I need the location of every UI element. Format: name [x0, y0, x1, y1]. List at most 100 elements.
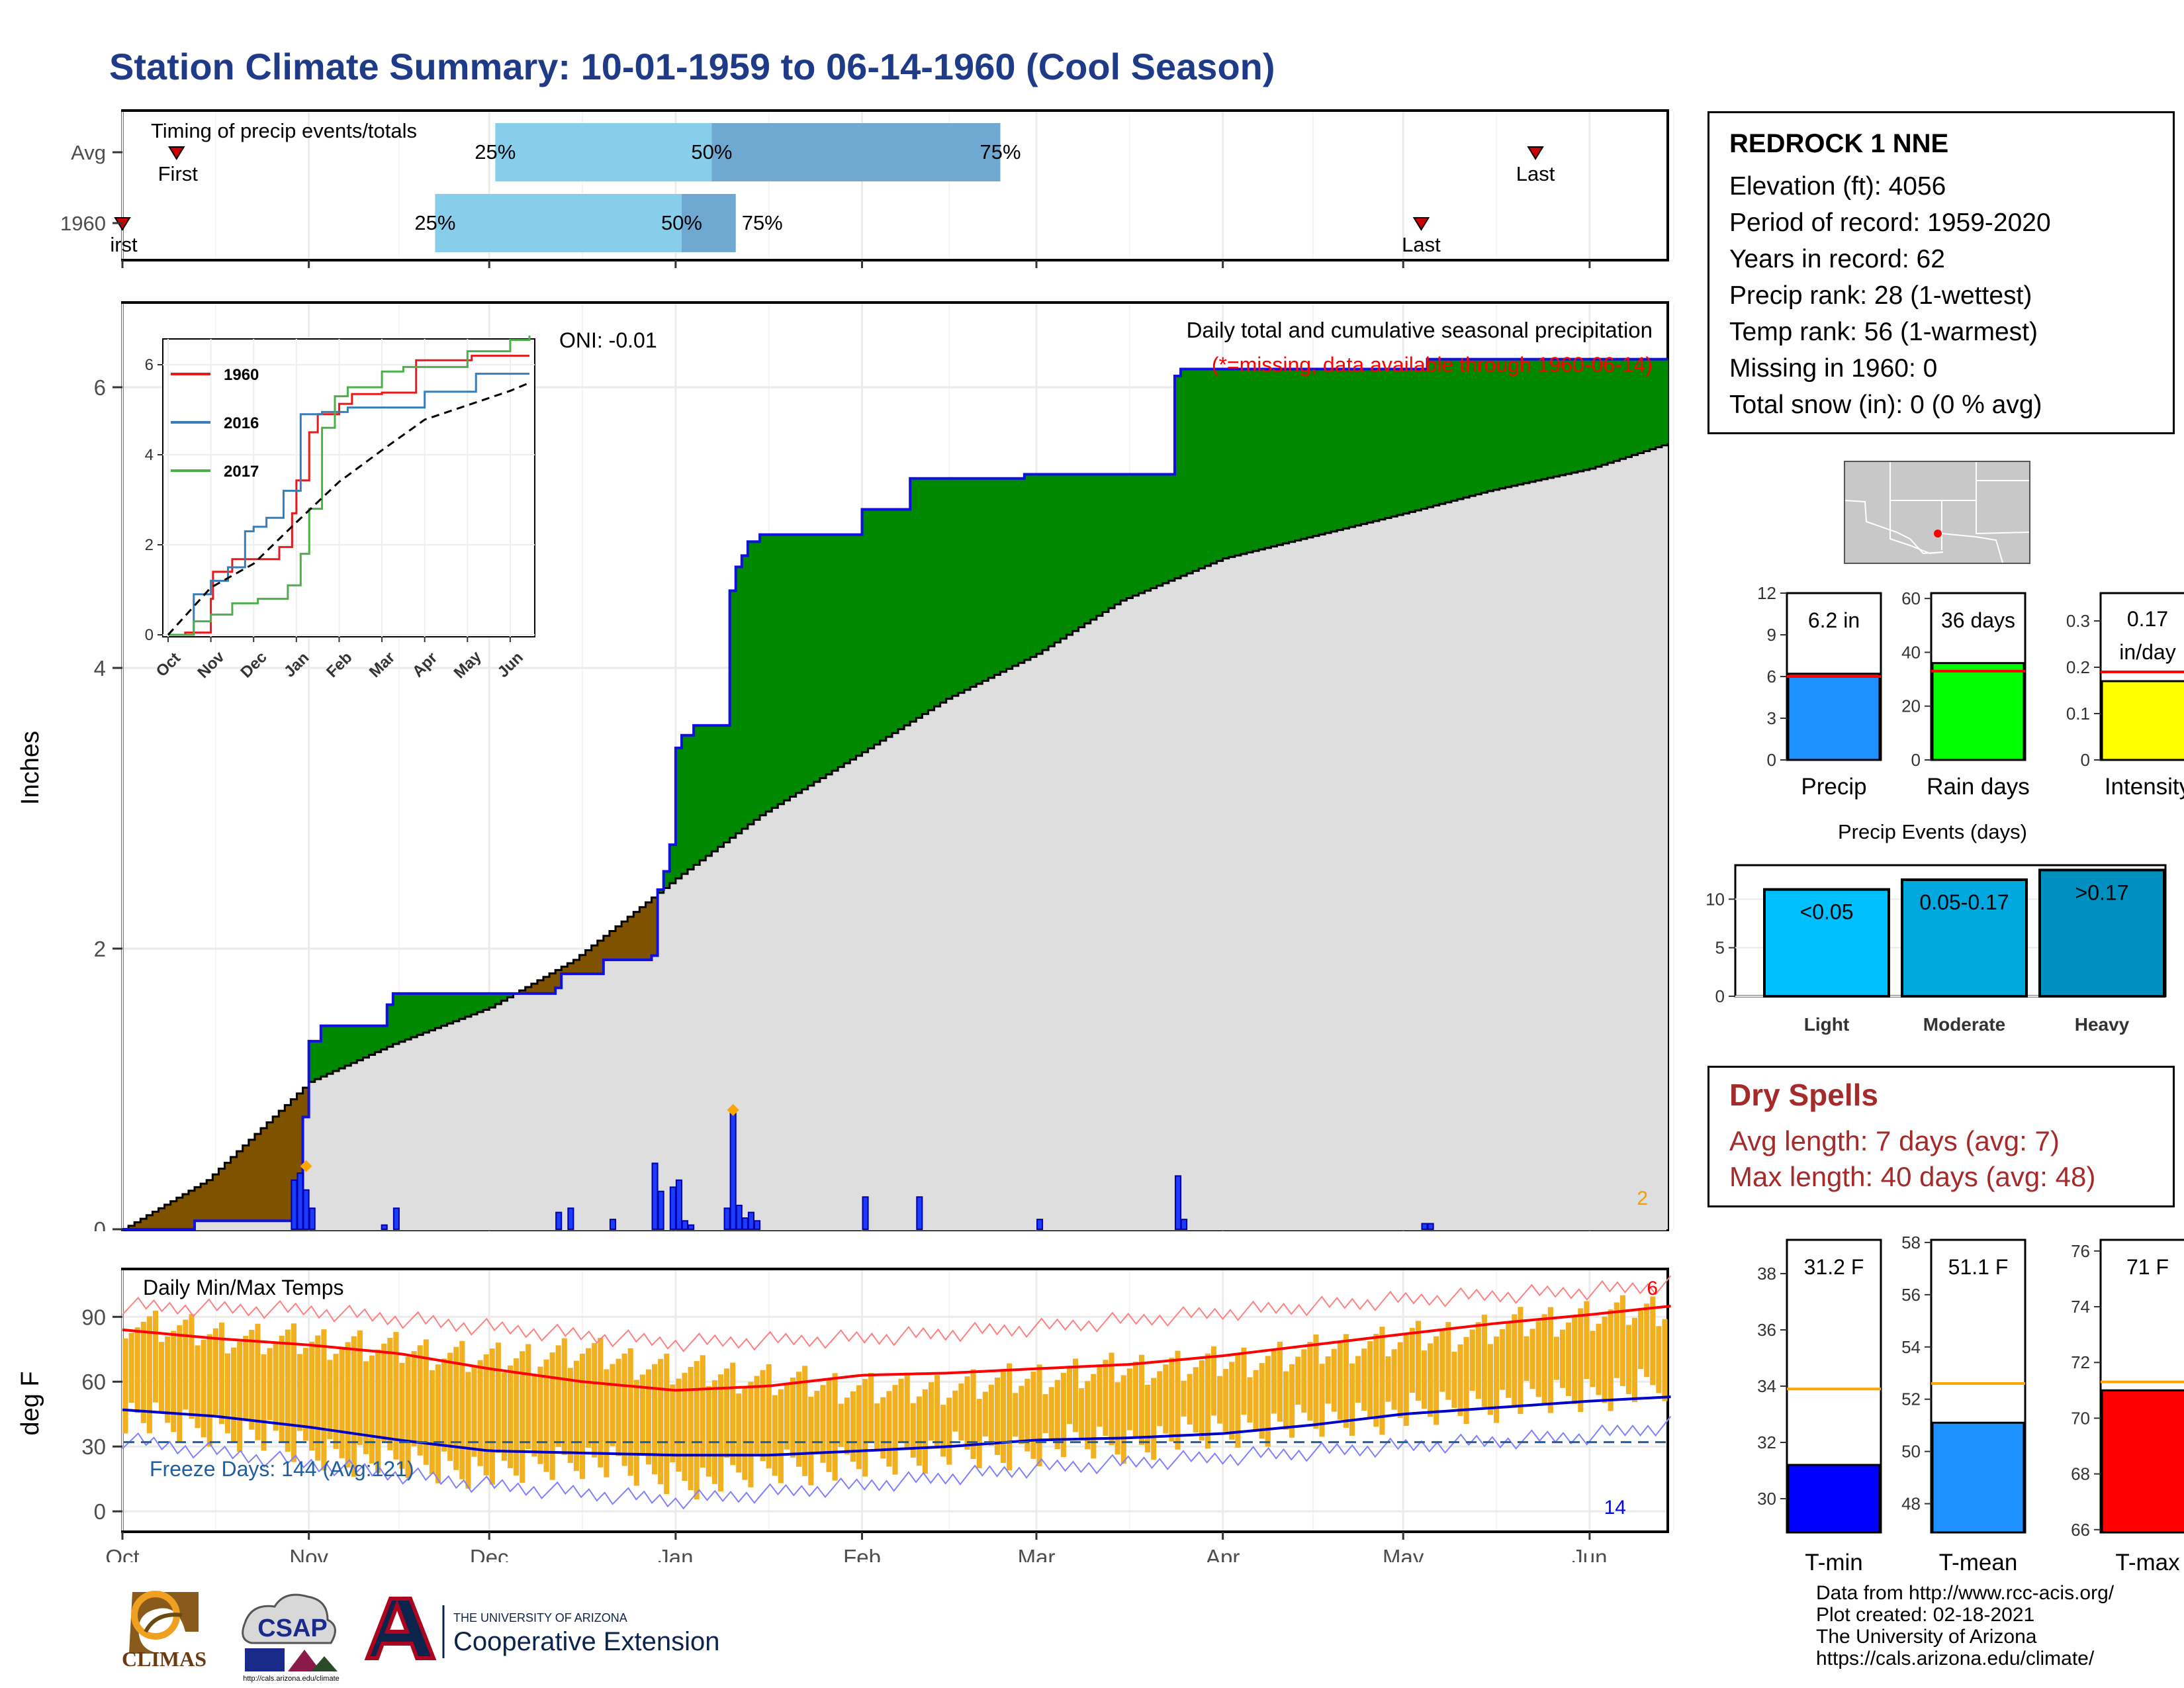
- daily-temp-bar: [1247, 1377, 1253, 1423]
- timing-row-label: 1960: [60, 212, 106, 235]
- above-normal-segment: [1000, 478, 1007, 672]
- above-normal-segment: [1397, 369, 1404, 516]
- daily-temp-bar: [814, 1391, 820, 1454]
- above-normal-segment: [1144, 474, 1152, 591]
- below-normal-segment: [633, 912, 640, 960]
- daily-temp-bar: [639, 1374, 645, 1455]
- above-normal-segment: [844, 534, 850, 764]
- above-normal-segment: [381, 1025, 388, 1050]
- above-normal-segment: [1553, 359, 1561, 477]
- above-normal-segment: [1012, 478, 1019, 666]
- above-normal-segment: [976, 478, 983, 684]
- above-normal-segment: [1529, 359, 1536, 482]
- station-name: REDROCK 1 NNE: [1729, 129, 1949, 158]
- above-normal-segment: [813, 534, 821, 782]
- daily-temp-bar: [1217, 1376, 1223, 1424]
- daily-temp-bar: [958, 1383, 964, 1440]
- daily-temp-bar: [790, 1377, 796, 1458]
- below-normal-segment: [212, 1174, 219, 1221]
- above-normal-segment: [1451, 359, 1458, 501]
- events-title: Precip Events (days): [1838, 820, 2027, 843]
- daily-temp-bar: [555, 1345, 561, 1447]
- daily-temp-bar: [393, 1332, 399, 1460]
- daily-precip-bar: [1036, 1219, 1044, 1231]
- daily-temp-bar: [627, 1348, 633, 1476]
- above-normal-segment: [1060, 474, 1068, 639]
- daily-temp-bar: [1638, 1311, 1644, 1370]
- daily-temp-bar: [711, 1380, 717, 1484]
- daily-temp-bar: [1584, 1301, 1590, 1380]
- above-normal-segment: [1300, 369, 1308, 539]
- above-normal-segment: [723, 725, 731, 843]
- credit-university: The University of Arizona: [1816, 1626, 2037, 1648]
- daily-temp-bar: [1000, 1370, 1007, 1463]
- daily-temp-bar: [1319, 1364, 1325, 1437]
- daily-temp-bar: [1614, 1302, 1619, 1378]
- daily-precip-bar: [1421, 1223, 1428, 1231]
- above-normal-segment: [507, 993, 514, 998]
- above-normal-segment: [1643, 359, 1651, 451]
- above-normal-segment: [345, 1025, 351, 1066]
- mini-category-label: Rain days: [1927, 774, 2030, 800]
- daily-temp-bar: [1157, 1371, 1163, 1427]
- daily-temp-bar: [1415, 1321, 1421, 1401]
- daily-temp-bar: [273, 1342, 279, 1431]
- daily-temp-bar: [1625, 1325, 1631, 1394]
- daily-temp-bar: [1163, 1364, 1169, 1434]
- below-normal-segment: [248, 1139, 255, 1221]
- above-normal-segment: [838, 534, 844, 767]
- inset-series-1960: [168, 354, 529, 636]
- above-normal-segment: [1156, 474, 1163, 586]
- daily-temp-bar: [724, 1368, 730, 1458]
- daily-temp-bar: [748, 1382, 754, 1487]
- mini-y-label: 66: [2071, 1520, 2090, 1540]
- daily-temp-bar: [1397, 1342, 1403, 1418]
- daily-temp-bar: [543, 1359, 549, 1472]
- daily-temp-bar: [580, 1353, 586, 1479]
- daily-precip-bar: [735, 1204, 743, 1230]
- station-location-marker: [1934, 530, 1942, 538]
- daily-temp-bar: [1036, 1364, 1042, 1466]
- daily-temp-bar: [375, 1349, 381, 1473]
- above-normal-segment: [1415, 369, 1422, 510]
- above-normal-segment: [807, 534, 815, 786]
- daily-temp-bar: [934, 1375, 940, 1449]
- daily-precip-bar: [753, 1220, 761, 1231]
- daily-temp-bar: [514, 1358, 520, 1476]
- daily-temp-bar: [1210, 1346, 1217, 1416]
- x-tick-label: Apr: [1206, 1545, 1240, 1562]
- above-normal-segment: [1385, 369, 1392, 518]
- above-normal-segment: [1162, 474, 1169, 584]
- daily-temp-bar: [423, 1339, 429, 1465]
- below-normal-segment: [519, 990, 526, 994]
- above-normal-segment: [489, 993, 496, 1008]
- timing-bar-25-50: [495, 123, 712, 181]
- climas-logo: CLIMAS: [106, 1579, 225, 1678]
- daily-temp-bar: [411, 1351, 417, 1446]
- daily-temp-bar: [152, 1311, 159, 1403]
- below-normal-segment: [585, 950, 592, 974]
- daily-temp-bar: [363, 1361, 369, 1454]
- mini-value-label: 71 F: [2126, 1255, 2169, 1279]
- above-normal-segment: [1234, 369, 1242, 556]
- above-normal-segment: [1608, 359, 1614, 463]
- below-normal-segment: [531, 984, 538, 994]
- timing-title: Timing of precip events/totals: [151, 119, 417, 142]
- above-normal-segment: [1487, 359, 1494, 491]
- daily-temp-bar: [1175, 1350, 1181, 1450]
- above-normal-segment: [387, 1004, 394, 1047]
- last-marker: [1527, 146, 1544, 160]
- daily-temp-bar: [399, 1362, 405, 1469]
- daily-temp-bar: [1253, 1370, 1259, 1431]
- mini-bar-rain-days: [1931, 662, 2025, 761]
- above-normal-segment: [729, 590, 737, 838]
- daily-temp-bar: [447, 1352, 453, 1461]
- daily-temp-bar: [1518, 1307, 1524, 1415]
- daily-temp-bar: [279, 1335, 285, 1442]
- above-normal-segment: [1661, 359, 1668, 445]
- above-normal-segment: [753, 541, 760, 820]
- above-normal-segment: [688, 735, 694, 870]
- daily-temp-bar: [296, 1354, 303, 1431]
- above-normal-segment: [694, 725, 700, 865]
- above-normal-segment: [495, 993, 502, 1004]
